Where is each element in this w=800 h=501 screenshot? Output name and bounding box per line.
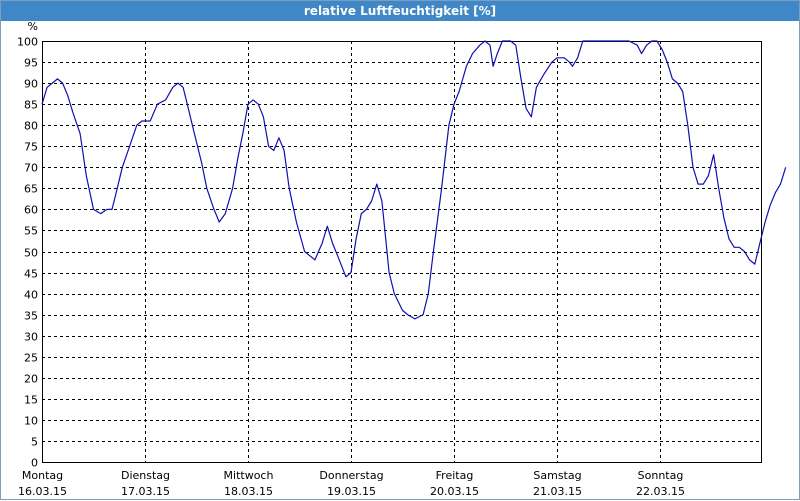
y-tick-label: 15 [24, 394, 38, 407]
x-tick-day: Sonntag [638, 469, 684, 482]
x-tick-day: Dienstag [121, 469, 170, 482]
plot-frame [42, 41, 762, 463]
x-tick-date: 19.03.15 [327, 485, 376, 498]
window-title: relative Luftfeuchtigkeit [%] [1, 1, 799, 21]
x-tick-day: Freitag [436, 469, 474, 482]
y-tick-label: 40 [24, 289, 38, 302]
y-tick-label: 0 [31, 457, 38, 470]
y-tick-label: 25 [24, 352, 38, 365]
y-tick-label: 100 [17, 36, 38, 49]
humidity-series-line [41, 40, 787, 320]
y-tick-label: 70 [24, 162, 38, 175]
y-tick-label: 5 [31, 436, 38, 449]
y-tick-label: 50 [24, 247, 38, 260]
y-tick-label: 55 [24, 225, 38, 238]
y-tick-label: 80 [24, 120, 38, 133]
x-tick-date: 21.03.15 [533, 485, 582, 498]
x-tick-day: Mittwoch [224, 469, 274, 482]
x-tick-day: Donnerstag [319, 469, 383, 482]
x-tick-date: 20.03.15 [430, 485, 479, 498]
y-tick-label: 20 [24, 373, 38, 386]
y-tick-label: 60 [24, 204, 38, 217]
y-tick-label: 45 [24, 268, 38, 281]
y-axis-unit: % [28, 20, 38, 33]
x-tick-day: Montag [22, 469, 63, 482]
x-tick-date: 18.03.15 [224, 485, 273, 498]
y-tick-label: 85 [24, 99, 38, 112]
x-tick-date: 16.03.15 [18, 485, 67, 498]
x-tick-date: 22.03.15 [636, 485, 685, 498]
x-tick-day: Samstag [533, 469, 581, 482]
y-tick-label: 75 [24, 141, 38, 154]
y-tick-label: 95 [24, 57, 38, 70]
y-tick-label: 30 [24, 331, 38, 344]
y-tick-label: 90 [24, 78, 38, 91]
y-tick-label: 35 [24, 310, 38, 323]
x-tick-date: 17.03.15 [121, 485, 170, 498]
y-tick-label: 65 [24, 183, 38, 196]
y-tick-label: 10 [24, 415, 38, 428]
